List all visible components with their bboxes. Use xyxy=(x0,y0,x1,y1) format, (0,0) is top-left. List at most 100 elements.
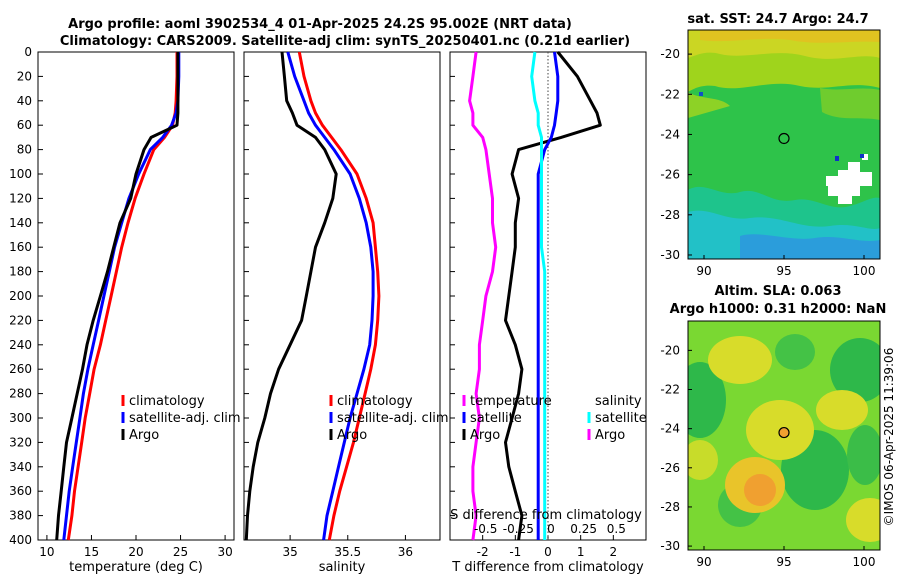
sst-warmest-band xyxy=(700,30,880,43)
sla-high-1 xyxy=(708,336,772,384)
legend-label-climatology: climatology xyxy=(337,394,413,409)
legend-label-satellite: satellite-adj. clim xyxy=(129,411,241,426)
salinity-axes-frame xyxy=(243,51,441,541)
sla-low-2 xyxy=(830,338,880,402)
y-tick-label: 0 xyxy=(24,45,32,59)
x-tick-label: 35.5 xyxy=(334,545,361,559)
sla-map-title-line2: Argo h1000: 0.31 h2000: NaN xyxy=(670,302,887,317)
legend-label-salinity: salinity xyxy=(595,394,642,409)
x-tick-label: 1 xyxy=(577,545,585,559)
x-tick-label: 36 xyxy=(398,545,413,559)
sst-coolest-band xyxy=(740,234,880,259)
map-y-tick-label: -28 xyxy=(660,208,680,222)
sst-map-image xyxy=(688,30,880,259)
x-tick-label: 15 xyxy=(84,545,99,559)
legend-label-temperature: temperature xyxy=(470,394,552,409)
sla-map-title-line1: Altim. SLA: 0.063 xyxy=(715,284,842,299)
map-x-tick-label: 100 xyxy=(853,264,876,278)
y-tick-label: 300 xyxy=(9,411,32,425)
x-tick-label: 10 xyxy=(39,545,54,559)
map-y-tick-label: -20 xyxy=(660,343,680,357)
sla-map-panel: Altim. SLA: 0.063 Argo h1000: 0.31 h2000… xyxy=(660,284,887,569)
y-tick-label: 40 xyxy=(17,94,32,108)
series-line-temperature-satellite xyxy=(536,51,560,540)
sst-west-warm xyxy=(688,92,730,118)
sla-map-image xyxy=(688,321,880,550)
legend-label-sal-satellite: satellite xyxy=(595,411,647,426)
y-tick-label: 340 xyxy=(9,460,32,474)
temperature-y-ticks: 0 20 40 60 80 100 120 140 160 180 200 220 240 260 280 3… xyxy=(9,45,43,547)
y-tick-label: 400 xyxy=(9,533,32,547)
difference-lines xyxy=(468,51,602,541)
y-tick-label: 120 xyxy=(9,191,32,205)
sla-high-core xyxy=(744,474,776,506)
salinity-y-ticks xyxy=(244,51,249,541)
sla-high-5 xyxy=(846,498,880,542)
temperature-legend: climatology satellite-adj. clim Argo xyxy=(121,394,241,443)
footer-credit: ©IMOS 06-Apr-2025 11:39:06 xyxy=(882,348,896,527)
y-tick-label: 280 xyxy=(9,387,32,401)
series-line-satellite-adj-clim xyxy=(286,51,375,541)
series-line-satellite-adj-clim xyxy=(62,52,181,541)
top-tick-label: -0.25 xyxy=(503,522,534,536)
series-line-temperature xyxy=(504,51,602,541)
x-tick-label: 0 xyxy=(544,545,552,559)
series-line-climatology xyxy=(297,51,381,541)
x-tick-label: 2 xyxy=(610,545,618,559)
difference-panel: -2 -1 0 1 2 T difference from climatology S … xyxy=(449,51,647,575)
salinity-lines xyxy=(244,51,381,541)
map-y-tick-label: -24 xyxy=(660,127,680,141)
y-tick-label: 20 xyxy=(17,69,32,83)
sst-argo-marker xyxy=(778,132,790,145)
map-y-tick-label: -22 xyxy=(660,87,680,101)
x-tick-label: -1 xyxy=(509,545,521,559)
series-line-argo xyxy=(55,52,180,541)
salinity-x-ticks: 35 35.5 36 xyxy=(282,535,413,559)
series-line-salinity-satellite xyxy=(530,51,547,540)
figure-title-line1: Argo profile: aoml 3902534_4 01-Apr-2025… xyxy=(68,17,572,32)
y-tick-label: 100 xyxy=(9,167,32,181)
map-x-tick-label: 100 xyxy=(853,555,876,569)
sst-blue-pixel-3 xyxy=(699,92,703,96)
y-tick-label: 360 xyxy=(9,484,32,498)
map-x-tick-label: 95 xyxy=(776,264,791,278)
y-tick-label: 160 xyxy=(9,240,32,254)
legend-label-climatology: climatology xyxy=(129,394,205,409)
sst-east-patch xyxy=(820,88,880,120)
sla-low-5 xyxy=(775,334,815,370)
difference-legend: temperature satellite Argo salinity sate… xyxy=(462,394,647,443)
y-tick-label: 240 xyxy=(9,338,32,352)
difference-xlabel: T difference from climatology xyxy=(451,560,644,575)
legend-label-satellite: satellite-adj. clim xyxy=(337,411,449,426)
sla-high-3 xyxy=(816,390,868,430)
legend-label-temp-argo: Argo xyxy=(470,428,500,443)
difference-y-ticks xyxy=(450,51,455,541)
map-y-tick-label: -22 xyxy=(660,383,680,397)
sst-blue-pixel xyxy=(860,154,864,158)
salinity-legend: climatology satellite-adj. clim Argo xyxy=(329,394,449,443)
top-tick-label: 0.25 xyxy=(570,522,597,536)
series-line-climatology xyxy=(66,52,179,541)
difference-xlabel-top: S difference from climatology xyxy=(450,508,642,523)
sst-y-ticks: -20 -22 -24 -26 -28 -30 xyxy=(660,47,692,262)
map-y-tick-label: -20 xyxy=(660,47,680,61)
sla-low-1 xyxy=(688,362,726,438)
sst-cloud-mask-small xyxy=(862,154,868,160)
y-tick-label: 380 xyxy=(9,509,32,523)
y-tick-label: 140 xyxy=(9,216,32,230)
y-tick-label: 220 xyxy=(9,313,32,327)
map-y-tick-label: -30 xyxy=(660,539,680,553)
top-tick-label: -0.5 xyxy=(474,522,497,536)
salinity-xlabel: salinity xyxy=(319,560,366,575)
x-tick-label: 20 xyxy=(128,545,143,559)
sla-high-6 xyxy=(688,440,718,480)
temperature-axes-frame xyxy=(37,51,235,541)
y-tick-label: 260 xyxy=(9,362,32,376)
difference-axes-frame xyxy=(449,51,647,541)
map-x-tick-label: 90 xyxy=(696,555,711,569)
sla-x-ticks: 90 95 100 xyxy=(696,546,875,569)
sla-argo-marker xyxy=(778,426,790,439)
top-tick-label: 0.5 xyxy=(607,522,626,536)
legend-label-sal-argo: Argo xyxy=(595,428,625,443)
